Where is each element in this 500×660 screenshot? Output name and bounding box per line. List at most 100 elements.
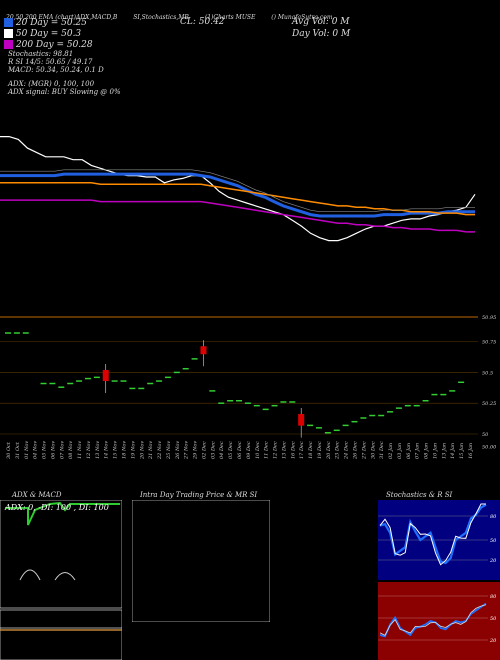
x-tick-label: 21 Nov <box>148 441 154 460</box>
y-tick-label: 50.95 <box>482 315 496 321</box>
x-tick-label: 14 Nov <box>104 441 110 459</box>
x-tick-label: 08 Nov <box>68 441 74 459</box>
header-line: 20,50,200 EMA (chart)ADX,MACD,B SI,Stoch… <box>6 14 333 21</box>
x-tick-label: 16 Dec <box>290 441 296 459</box>
x-tick-label: 08 Jan <box>424 443 430 459</box>
ema50-line <box>0 172 475 218</box>
ema50-label: 50 Day = 50.3 <box>15 29 82 39</box>
close-price: CL: 50.42 <box>180 17 225 27</box>
x-tick-label: 17 Dec <box>299 441 305 459</box>
x-tick-label: 06 Jan <box>406 443 412 459</box>
stoch-panel: 80 50 20 80 50 20 <box>378 500 500 660</box>
ema200-legend: 200 Day = 50.28 <box>4 40 93 50</box>
x-tick-label: 14 Jan <box>450 443 456 459</box>
x-tick-label: 15 Nov <box>113 441 119 459</box>
x-tick-label: 02 Jan <box>388 443 394 459</box>
si-tick: 20 <box>489 638 497 644</box>
x-tick-label: 22 Nov <box>157 441 163 460</box>
x-tick-label: 26 Nov <box>175 441 181 460</box>
mri-panel <box>132 500 270 622</box>
x-tick-label: 26 Dec <box>353 441 359 460</box>
adx-values-label: ADX: 0, -DI: 100 , DI: 100 <box>5 503 109 512</box>
x-tick-label: 05 Nov <box>42 441 48 459</box>
si-bg <box>378 582 500 660</box>
ema-chart <box>0 136 476 242</box>
adx-frame <box>0 500 122 609</box>
x-tick-label: 04 Dec <box>219 441 225 459</box>
x-tick-label: 16 Jan <box>468 443 474 459</box>
magenta-band-line <box>0 199 475 233</box>
x-tick-label: 13 Jan <box>441 443 447 459</box>
x-tick-label: 24 Dec <box>344 441 350 460</box>
rsi-readout: R SI 14/5: 50.65 / 49.17 <box>8 58 93 66</box>
x-tick-label: 07 Jan <box>415 443 421 459</box>
candle-body <box>298 413 305 426</box>
band-line <box>0 169 475 213</box>
ema20-swatch <box>4 18 13 27</box>
x-tick-label: 01 Nov <box>24 441 30 459</box>
x-tick-label: 13 Nov <box>95 441 101 459</box>
candle-chart: 50.95 50.75 50.5 50.25 50 50.00 30 Oct 31 Oct 01… <box>0 315 497 460</box>
x-tick-label: 27 Nov <box>184 441 190 460</box>
ema20-label: 20 Day = 50.25 <box>15 18 87 28</box>
avg-volume: Avg Vol: 0 M <box>292 17 350 27</box>
adx-arc <box>19 569 41 581</box>
y-tick-label: 50 <box>482 432 489 438</box>
ema200-label: 200 Day = 50.28 <box>15 40 93 50</box>
y-tick-label: 50.5 <box>482 370 493 376</box>
header-title: 20,50,200 EMA (chart)ADX,MACD,B <box>6 14 118 21</box>
x-tick-label: 25 Nov <box>166 441 172 460</box>
x-tick-label: 12 Dec <box>273 441 279 459</box>
x-tick-label: 06 Dec <box>237 441 243 459</box>
si-tick: 50 <box>490 616 497 622</box>
x-tick-label: 31 Oct <box>15 441 21 459</box>
day-volume: Day Vol: 0 M <box>292 29 351 39</box>
x-tick-label: 23 Dec <box>335 441 341 460</box>
si-signal-line <box>379 604 487 636</box>
x-tick-label: 29 Nov <box>193 441 199 460</box>
candle-body <box>200 346 207 355</box>
stoch-tick: 20 <box>489 558 497 564</box>
candle-body <box>102 369 109 382</box>
mri-frame <box>132 500 270 622</box>
si-tick: 80 <box>490 594 497 600</box>
ema50-swatch <box>4 29 13 38</box>
header-indicators: SI,Stochastics,MR <box>133 14 189 21</box>
mri-title: Intra Day Trading Price & MR SI <box>140 491 258 499</box>
x-tick-label: 31 Dec <box>379 441 385 459</box>
adx-macd-panel <box>0 500 122 660</box>
x-tick-label: 19 Nov <box>130 441 136 459</box>
ema50-legend: 50 Day = 50.3 <box>4 29 81 39</box>
x-tick-label: 07 Nov <box>59 441 65 459</box>
x-tick-label: 18 Nov <box>122 441 128 459</box>
x-tick-label: 20 Dec <box>326 441 332 460</box>
x-tick-label: 03 Dec <box>210 441 216 459</box>
stoch-k-line <box>379 503 487 565</box>
x-tick-label: 10 Jan <box>432 443 438 459</box>
stoch-d-line <box>379 503 486 566</box>
x-tick-label: 03 Jan <box>397 443 403 459</box>
adx-readout: ADX: (MGR) 0, 100, 100 <box>8 80 95 88</box>
ema20-legend: 20 Day = 50.25 <box>4 18 87 28</box>
header-source: () MunafaSutra.com <box>271 14 333 21</box>
x-tick-label: 02 Dec <box>201 441 207 459</box>
adx-macd-title: ADX & MACD <box>12 491 62 499</box>
x-tick-label: 10 Dec <box>255 441 261 459</box>
adx-arc <box>54 572 76 581</box>
y-tick-label: 50.25 <box>482 401 496 407</box>
stoch-tick: 50 <box>490 538 497 544</box>
x-tick-label: 19 Dec <box>317 441 323 459</box>
stoch-tick: 80 <box>490 514 497 520</box>
x-tick-label: 05 Dec <box>228 441 234 459</box>
di-line <box>5 501 120 526</box>
x-tick-label: 04 Nov <box>33 441 39 459</box>
x-tick-label: 30 Oct <box>6 441 12 459</box>
x-tick-label: 15 Jan <box>459 443 465 459</box>
x-tick-label: 12 Nov <box>86 441 92 459</box>
x-tick-label: 18 Dec <box>308 441 314 459</box>
x-tick-label: 20 Nov <box>139 441 145 460</box>
stoch-title: Stochastics & R SI <box>386 491 453 499</box>
y-tick-label: 50.75 <box>482 340 496 346</box>
ema20-line <box>0 136 476 242</box>
macd-frame <box>0 609 122 660</box>
